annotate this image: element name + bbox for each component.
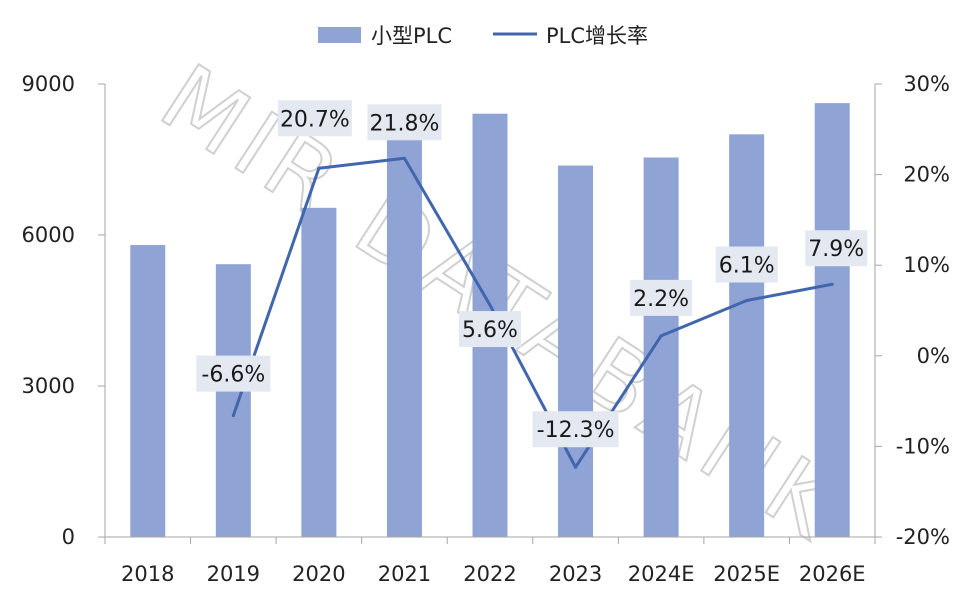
- legend-bar-label: 小型PLC: [371, 24, 452, 48]
- data-label-box: [277, 100, 352, 137]
- x-axis-tick-label: 2026E: [799, 562, 866, 586]
- x-axis-tick-label: 2023: [549, 562, 602, 586]
- right-axis-tick-label: 20%: [903, 163, 950, 187]
- bar-2019: [215, 264, 251, 537]
- growth-point-2019: [231, 414, 235, 418]
- data-labels: -6.6% 20.7% 21.8% 5.6% -12.3% 2.2% 6.1% 7.9%: [196, 100, 868, 448]
- bar-2025E: [729, 134, 765, 538]
- data-label-box: [715, 246, 778, 283]
- bar-2023: [558, 165, 594, 538]
- data-label-box: [459, 311, 521, 348]
- growth-point-2025E: [745, 299, 749, 303]
- bar-2018: [130, 245, 166, 538]
- x-axis-tick-label: 2018: [121, 562, 174, 586]
- growth-point-2024E: [659, 334, 663, 338]
- x-axis-tick-label: 2022: [463, 562, 516, 586]
- growth-line: [231, 156, 833, 469]
- right-axis-tick-label: -20%: [896, 525, 950, 549]
- data-label-box: [630, 279, 693, 316]
- bar-2020: [301, 207, 337, 537]
- left-axis-tick-label: 0: [62, 525, 75, 549]
- growth-point-2022: [488, 303, 492, 307]
- legend: 小型PLC PLC增长率: [318, 24, 648, 48]
- growth-point-2021: [402, 156, 406, 160]
- data-label-2025E: 6.1%: [719, 254, 775, 279]
- left-axis-tick-label: 6000: [22, 223, 75, 247]
- data-label-2026E: 7.9%: [808, 237, 864, 262]
- data-label-box: [805, 230, 868, 267]
- x-axis-tick-label: 2024E: [628, 562, 695, 586]
- right-axis-tick-label: -10%: [896, 434, 950, 458]
- bar-2026E: [814, 103, 850, 538]
- growth-point-2023: [574, 465, 578, 469]
- bar-2024E: [643, 157, 679, 537]
- data-label-2022: 5.6%: [462, 318, 518, 343]
- data-label-2021: 21.8%: [369, 111, 439, 136]
- right-axis-tick-label: 30%: [903, 72, 950, 96]
- right-axis-tick-label: 10%: [903, 253, 950, 277]
- x-axis-tick-label: 2019: [207, 562, 260, 586]
- left-axis-tick-label: 9000: [22, 72, 75, 96]
- left-axis-tick-label: 3000: [22, 374, 75, 398]
- right-axis-tick-label: 0%: [917, 344, 950, 368]
- data-label-box: [367, 104, 442, 141]
- growth-line-series: [231, 156, 834, 469]
- legend-line-label: PLC增长率: [546, 24, 648, 48]
- data-label-2023: -12.3%: [537, 418, 615, 443]
- data-label-box: [196, 355, 271, 392]
- legend-bar-swatch: [318, 27, 361, 43]
- bar-2021: [386, 136, 422, 537]
- data-label-2024E: 2.2%: [633, 287, 689, 312]
- axes: 0 3000 6000 9000 -20% -10% 0% 10% 20% 30% 2018 2019…: [22, 72, 950, 586]
- data-label-box: [532, 411, 619, 448]
- data-label-2020: 20.7%: [280, 107, 350, 132]
- x-axis-tick-label: 2025E: [713, 562, 780, 586]
- x-axis-tick-label: 2021: [378, 562, 431, 586]
- data-label-2019: -6.6%: [201, 363, 265, 388]
- x-axis-tick-label: 2020: [292, 562, 345, 586]
- growth-point-2020: [317, 166, 321, 170]
- growth-point-2026E: [830, 282, 834, 286]
